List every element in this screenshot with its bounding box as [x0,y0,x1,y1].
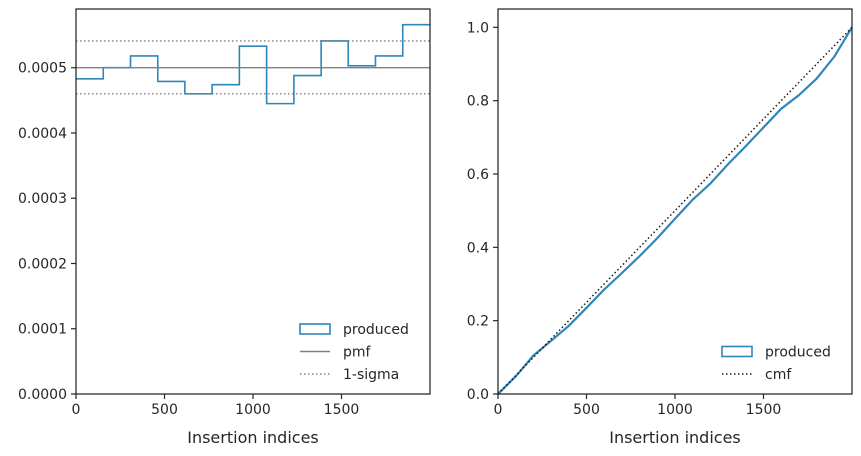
left-legend-produced-swatch [299,323,331,335]
right-chart: 0 500 1000 1500 0.0 0.2 0.4 0.6 0.8 1.0 Insertio… [467,8,853,447]
right-y-tick-label: 0.0 [467,387,489,403]
right-x-tick-label: 1500 [746,402,782,418]
left-x-ticks: 0 500 1000 1500 [72,394,360,418]
right-y-tick-label: 0.8 [467,94,489,110]
right-produced-cdf-line [497,26,853,395]
right-y-ticks: 0.0 0.2 0.4 0.6 0.8 1.0 [467,20,498,403]
left-x-tick-label: 500 [151,402,178,418]
right-y-tick-label: 0.2 [467,314,489,330]
right-legend-label: cmf [765,367,792,383]
right-plot-frame [497,8,853,395]
right-legend: produced cmf [721,345,831,383]
left-legend: produced pmf 1-sigma [299,322,409,383]
right-y-tick-label: 0.6 [467,167,489,183]
left-x-tick-label: 0 [72,402,81,418]
left-y-tick-label: 0.0003 [18,191,67,207]
left-legend-label: produced [343,322,409,338]
left-legend-label: 1-sigma [343,367,399,383]
right-legend-produced-swatch [721,345,753,358]
left-x-tick-label: 1000 [235,402,271,418]
right-x-tick-label: 1000 [657,402,693,418]
left-y-tick-label: 0.0002 [18,256,67,272]
right-x-tick-label: 0 [494,402,503,418]
left-produced-step-line [76,23,430,105]
right-x-tick-label: 500 [573,402,600,418]
right-x-axis-label: Insertion indices [609,428,741,447]
left-y-ticks: 0.0000 0.0001 0.0002 0.0003 0.0004 0.0005 [18,61,76,403]
right-x-ticks: 0 500 1000 1500 [494,394,782,418]
right-cmf-line [497,26,853,395]
left-x-axis-label: Insertion indices [187,428,319,447]
right-y-tick-label: 1.0 [467,20,489,36]
left-y-tick-label: 0.0004 [18,126,67,142]
left-y-tick-label: 0.0005 [18,61,67,77]
left-x-tick-label: 1500 [324,402,360,418]
left-chart: 0 500 1000 1500 0.00000.00010.00020.00030.0… [18,8,431,447]
left-y-tick-label: 0.0001 [18,322,67,338]
right-legend-label: produced [765,345,831,361]
right-plot-content [497,26,853,395]
left-legend-label: pmf [343,345,372,361]
left-plot-content [76,23,430,105]
right-y-tick-label: 0.4 [467,240,489,256]
left-y-tick-label: 0.0000 [18,387,67,403]
